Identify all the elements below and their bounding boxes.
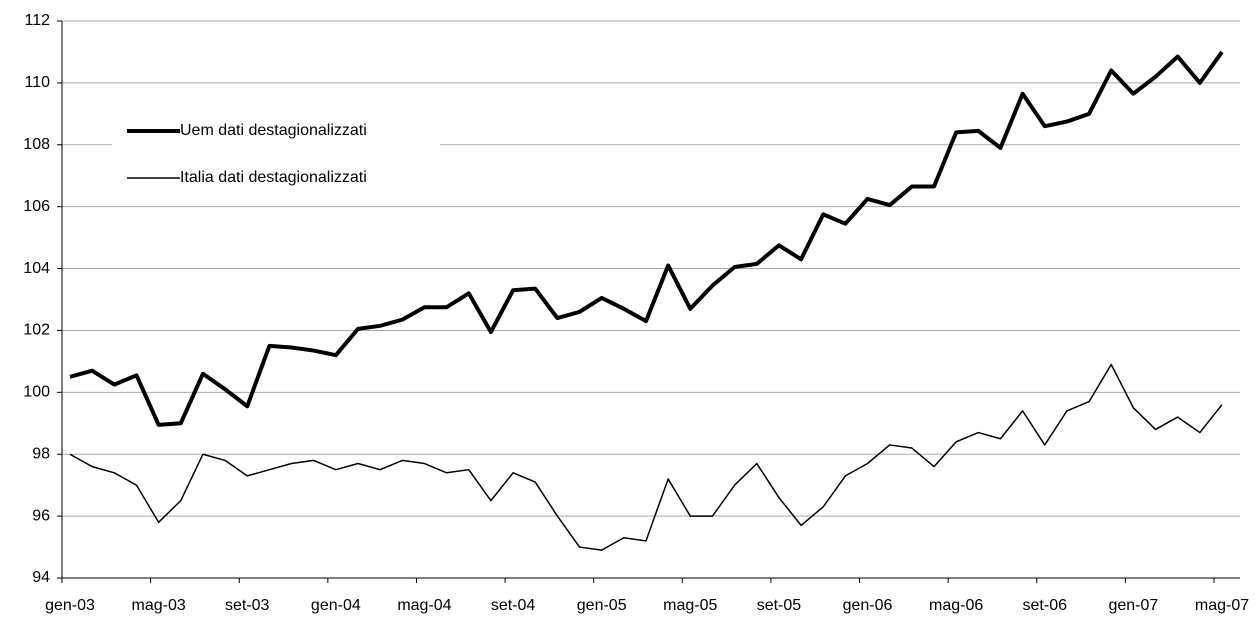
y-tick-label: 110 <box>24 74 50 91</box>
x-tick-label: mag-04 <box>397 597 451 614</box>
y-tick-label: 94 <box>32 569 50 586</box>
y-tick-label: 100 <box>23 384 50 401</box>
x-tick-label: mag-03 <box>131 597 185 614</box>
series-line <box>69 50 1224 427</box>
y-tick-label: 96 <box>32 507 50 524</box>
x-tick-label: gen-03 <box>45 597 95 614</box>
y-tick-label: 106 <box>23 198 50 215</box>
x-tick-label: set-05 <box>757 597 802 614</box>
y-tick-label: 108 <box>23 136 50 153</box>
series-line <box>69 363 1223 551</box>
legend-box <box>112 114 440 202</box>
x-tick-label: gen-07 <box>1108 597 1158 614</box>
legend-label: Italia dati destagionalizzati <box>180 169 367 186</box>
x-tick-label: gen-04 <box>311 597 361 614</box>
y-tick-label: 104 <box>23 260 50 277</box>
y-tick-label: 112 <box>24 12 50 29</box>
y-tick-label: 102 <box>23 322 50 339</box>
x-tick-label: mag-06 <box>929 597 983 614</box>
x-tick-label: mag-07 <box>1195 597 1249 614</box>
x-tick-label: gen-06 <box>843 597 893 614</box>
x-tick-label: set-03 <box>225 597 270 614</box>
y-tick-label: 98 <box>32 445 50 462</box>
legend-label: Uem dati destagionalizzati <box>180 122 367 139</box>
x-tick-label: gen-05 <box>577 597 627 614</box>
x-tick-label: set-04 <box>491 597 536 614</box>
x-tick-label: mag-05 <box>663 597 717 614</box>
x-tick-label: set-06 <box>1023 597 1068 614</box>
